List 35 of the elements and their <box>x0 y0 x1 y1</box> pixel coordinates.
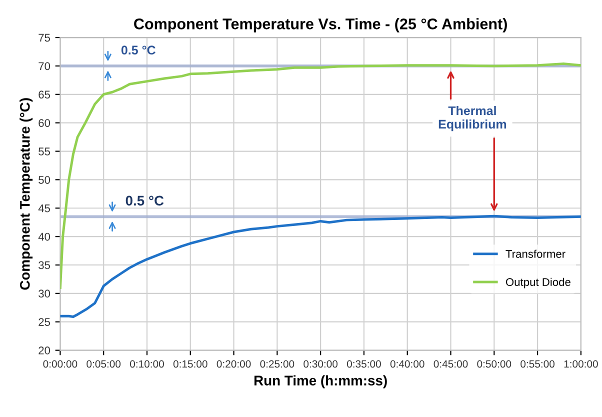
x-tick-label: 0:10:00 <box>130 360 164 368</box>
x-tick-label: 0:40:00 <box>390 360 424 368</box>
x-tick-label: 0:55:00 <box>520 360 555 368</box>
y-tick-label: 75 <box>38 34 50 42</box>
line-series <box>60 62 581 289</box>
y-tick-label: 65 <box>38 90 50 99</box>
x-tick-label: 0:25:00 <box>260 360 294 368</box>
y-tick-label: 60 <box>38 119 50 127</box>
y-tick-label: 25 <box>38 318 50 326</box>
y-tick-label: 45 <box>38 204 50 212</box>
y-tick-label: 35 <box>38 261 50 270</box>
legend-label: Output Diode <box>506 278 570 288</box>
y-tick-label: 40 <box>38 232 50 241</box>
y-tick-label: 70 <box>38 62 50 70</box>
legend-label: Transformer <box>506 250 566 258</box>
x-tick-label: 0:45:00 <box>434 360 468 368</box>
x-axis-title: Run Time (h:mm:ss) <box>254 375 387 388</box>
annotation: 0.5 °C <box>126 196 164 206</box>
x-tick-label: 0:50:00 <box>477 360 512 368</box>
chart-title: Component Temperature Vs. Time - (25 °C Ambient) <box>134 18 507 32</box>
x-tick-label: 1:00:00 <box>564 360 598 368</box>
line-series <box>60 214 581 318</box>
x-tick-label: 0:00:00 <box>43 360 78 368</box>
x-tick-label: 0:20:00 <box>216 360 251 368</box>
x-tick-label: 0:30:00 <box>304 360 338 368</box>
y-tick-label: 20 <box>38 346 50 354</box>
y-axis-title: Component Temperature (°C) <box>20 98 33 290</box>
annotation: Thermal Equilibrium <box>438 106 506 132</box>
x-tick-label: 0:15:00 <box>173 360 208 368</box>
y-tick-label: 30 <box>38 290 50 298</box>
x-tick-label: 0:35:00 <box>346 360 381 368</box>
y-tick-label: 55 <box>38 148 50 156</box>
y-tick-label: 50 <box>38 176 50 184</box>
annotation: 0.5 °C <box>121 46 156 55</box>
x-tick-label: 0:05:00 <box>86 360 121 368</box>
